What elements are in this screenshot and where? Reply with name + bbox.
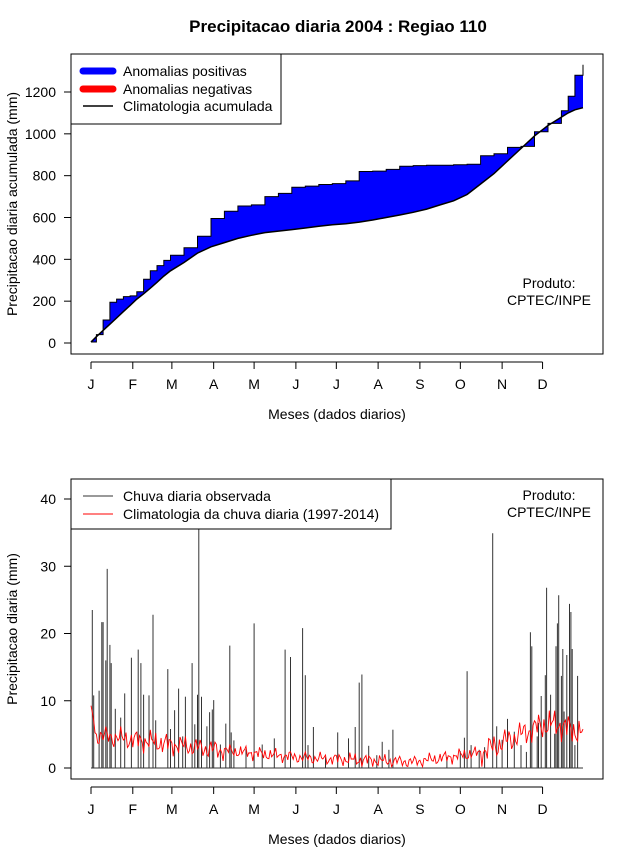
legend-climatology-label: Climatologia acumulada	[123, 98, 273, 114]
cumulative-x-tick-label: F	[129, 376, 138, 392]
cumulative-y-tick-label: 1000	[25, 126, 56, 142]
cumulative-x-tick-label: J	[292, 376, 299, 392]
cumulative-x-tick-label: O	[455, 376, 466, 392]
observed-cumulative-line	[91, 64, 584, 343]
cumulative-panel: 0 200 400 600 800 1000 1200 J F M A M J J A S O N D Preci…	[4, 53, 604, 422]
legend-positive-label: Anomalias positivas	[123, 63, 247, 79]
cumulative-y-tick-label: 800	[33, 168, 57, 184]
daily-x-axis-label: Meses (dados diarios)	[268, 831, 406, 847]
daily-y-tick-label: 10	[40, 693, 56, 709]
cumulative-y-tick-label: 200	[33, 293, 57, 309]
cumulative-y-axis-label: Precipitacao diaria acumulada (mm)	[4, 92, 20, 316]
daily-x-tick-label: M	[166, 801, 178, 817]
cumulative-x-tick-label: D	[537, 376, 547, 392]
daily-x-tick-label: O	[455, 801, 466, 817]
daily-observed-bars	[91, 527, 583, 769]
daily-x-tick-label: J	[333, 801, 340, 817]
daily-y-tick-label: 30	[40, 558, 56, 574]
daily-y-tick-label: 0	[48, 760, 56, 776]
legend-negative-label: Anomalias negativas	[123, 81, 252, 97]
cumulative-legend: Anomalias positivas Anomalias negativas …	[70, 53, 282, 125]
cumulative-x-tick-label: N	[497, 376, 507, 392]
product-label-top: Produto:	[523, 275, 576, 291]
daily-x-tick-label: A	[373, 801, 383, 817]
product-label-bottom: Produto:	[523, 487, 576, 503]
cumulative-x-tick-label: S	[415, 376, 424, 392]
daily-legend-box	[70, 478, 392, 530]
climatology-cumulative-line	[90, 106, 584, 343]
climatology-daily-line	[90, 705, 584, 769]
cumulative-y-tick-label: 1200	[25, 84, 56, 100]
product-source-bottom: CPTEC/INPE	[507, 504, 591, 520]
product-source-top: CPTEC/INPE	[507, 292, 591, 308]
daily-x-tick-label: F	[129, 801, 138, 817]
daily-y-tick-label: 40	[40, 491, 56, 507]
cumulative-y-tick-label: 600	[33, 210, 57, 226]
daily-y-tick-label: 20	[40, 626, 56, 642]
daily-x-tick-label: D	[537, 801, 547, 817]
daily-x-tick-label: J	[292, 801, 299, 817]
cumulative-x-tick-label: J	[88, 376, 95, 392]
cumulative-x-tick-label: J	[333, 376, 340, 392]
positive-anomaly-area	[91, 64, 583, 343]
daily-x-tick-label: A	[209, 801, 219, 817]
legend-observed-label: Chuva diaria observada	[123, 488, 271, 504]
chart-title: Precipitacao diaria 2004 : Regiao 110	[189, 17, 487, 36]
daily-legend: Chuva diaria observada Climatologia da c…	[70, 478, 392, 530]
cumulative-x-tick-label: A	[209, 376, 219, 392]
cumulative-y-tick-label: 0	[48, 335, 56, 351]
cumulative-x-tick-label: M	[248, 376, 260, 392]
daily-climatology-line	[90, 705, 584, 769]
daily-x-tick-label: S	[415, 801, 424, 817]
daily-x-tick-label: M	[248, 801, 260, 817]
cumulative-y-axis: 0 200 400 600 800 1000 1200	[25, 84, 72, 351]
legend-climatology-daily-label: Climatologia da chuva diaria (1997-2014)	[123, 506, 379, 522]
daily-y-axis-label: Precipitacao diaria (mm)	[4, 553, 20, 705]
daily-x-tick-label: N	[497, 801, 507, 817]
daily-y-axis: 0 10 20 30 40	[40, 491, 72, 776]
cumulative-series	[90, 64, 584, 343]
cumulative-x-axis-label: Meses (dados diarios)	[268, 406, 406, 422]
cumulative-x-tick-label: A	[373, 376, 383, 392]
daily-panel: 0 10 20 30 40 J F M A M J J A S O N D Precipitacao diar…	[4, 478, 604, 847]
cumulative-x-tick-label: M	[166, 376, 178, 392]
cumulative-y-tick-label: 400	[33, 251, 57, 267]
daily-x-tick-label: J	[88, 801, 95, 817]
